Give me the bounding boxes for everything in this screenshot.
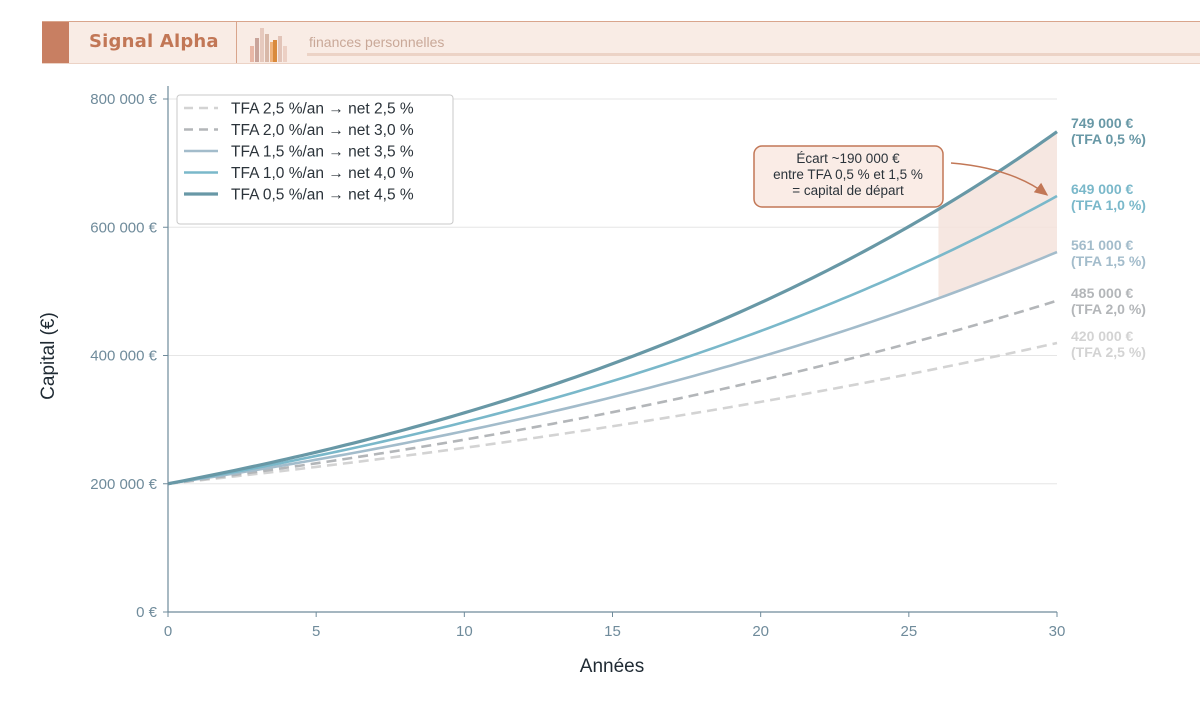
tick-labels: 0 5 10 15 20 25 30 0 € 200 000 € 400 000 € 600 000… — [90, 91, 1065, 640]
series-line-0 — [167, 341, 1058, 486]
annotation-line-3: = capital de départ — [792, 183, 904, 198]
site-header: Signal Alpha finances personnelles — [42, 21, 1200, 64]
gap-band — [938, 131, 1057, 299]
bar-chart-logo-icon — [250, 28, 287, 62]
legend-label-4: TFA 0,5 %/an → net 4,5 % — [231, 187, 414, 204]
legend-label-0: TFA 2,5 %/an → net 2,5 % — [231, 101, 414, 118]
y-tick-label-4: 800 000 € — [90, 91, 157, 108]
series-line-2 — [167, 250, 1058, 486]
legend-label-1: TFA 2,0 %/an → net 3,0 % — [231, 122, 414, 139]
end-labels: 749 000 €(TFA 0,5 %) 649 000 €(TFA 1,0 %)… — [1071, 115, 1146, 360]
y-tick-label-1: 200 000 € — [90, 476, 157, 493]
gap-annotation: Écart ~190 000 € entre TFA 0,5 % et 1,5 … — [753, 145, 1049, 208]
end-label-value-2: 561 000 € — [1071, 237, 1133, 253]
tagline: finances personnelles — [309, 34, 445, 50]
x-tick-label-1: 5 — [312, 623, 320, 640]
series-lines — [167, 130, 1058, 486]
y-axis-title: Capital (€) — [38, 312, 59, 400]
y-tick-label-3: 600 000 € — [90, 219, 157, 236]
x-tick-label-6: 30 — [1049, 623, 1066, 640]
x-tick-label-3: 15 — [604, 623, 621, 640]
series-line-3 — [167, 194, 1058, 486]
end-label-sub-4: (TFA 0,5 %) — [1071, 131, 1146, 147]
end-label-sub-2: (TFA 1,5 %) — [1071, 253, 1146, 269]
end-label-value-4: 749 000 € — [1071, 115, 1133, 131]
series-line-4 — [167, 130, 1058, 486]
tagline-underline — [307, 53, 1200, 56]
header-divider — [236, 22, 237, 63]
end-label-value-0: 420 000 € — [1071, 328, 1133, 344]
annotation-arrow — [950, 162, 1049, 196]
series-line-1 — [167, 299, 1058, 486]
y-tick-label-2: 400 000 € — [90, 348, 157, 365]
legend: TFA 2,5 %/an → net 2,5 % TFA 2,0 %/an → n… — [176, 94, 454, 225]
x-tick-label-0: 0 — [164, 623, 172, 640]
y-tick-label-0: 0 € — [136, 604, 158, 621]
end-label-value-1: 485 000 € — [1071, 285, 1133, 301]
legend-label-2: TFA 1,5 %/an → net 3,5 % — [231, 144, 414, 161]
x-tick-label-2: 10 — [456, 623, 473, 640]
x-tick-label-4: 20 — [752, 623, 769, 640]
end-label-value-3: 649 000 € — [1071, 181, 1133, 197]
brand-name[interactable]: Signal Alpha — [89, 31, 219, 52]
end-label-sub-3: (TFA 1,0 %) — [1071, 197, 1146, 213]
end-label-sub-1: (TFA 2,0 %) — [1071, 301, 1146, 317]
annotation-line-2: entre TFA 0,5 % et 1,5 % — [773, 167, 923, 182]
x-tick-label-5: 25 — [900, 623, 917, 640]
x-axis-title: Années — [580, 656, 644, 677]
legend-label-3: TFA 1,0 %/an → net 4,0 % — [231, 165, 414, 182]
annotation-line-1: Écart ~190 000 € — [796, 151, 900, 166]
annotation-box — [753, 145, 944, 208]
header-accent-block — [42, 22, 69, 63]
end-label-sub-0: (TFA 2,5 %) — [1071, 344, 1146, 360]
